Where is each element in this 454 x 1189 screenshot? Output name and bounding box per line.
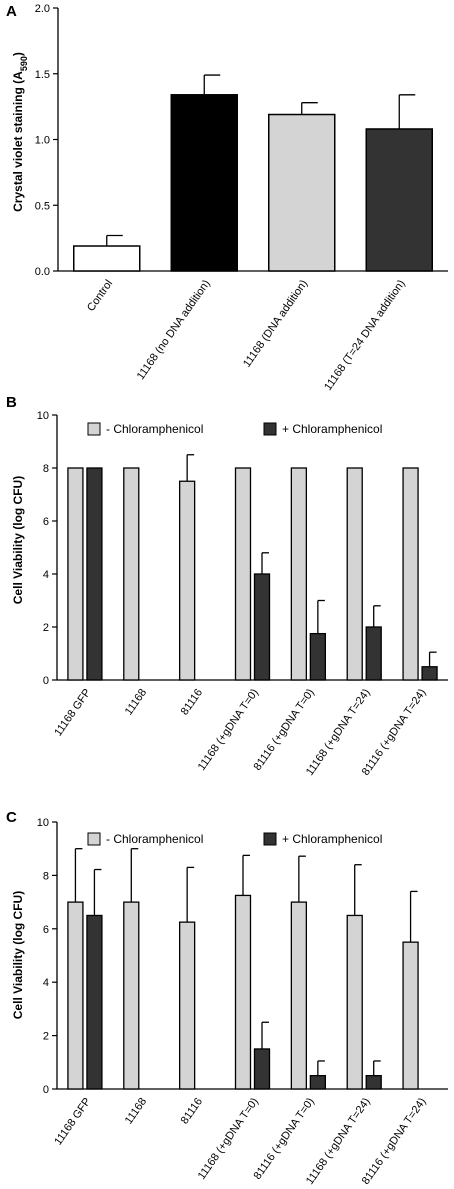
y-tick-label: 8	[43, 870, 49, 882]
category-label: 11168 (DNA addition)	[241, 278, 310, 370]
bar	[268, 113, 336, 272]
category-label: 81116 (+gDNA T=0)	[252, 687, 317, 773]
panel-c: C Cell Viability (log CFU) - Chloramphen…	[6, 809, 448, 1187]
y-tick-label: 4	[43, 569, 49, 581]
panel-letter-a: A	[6, 3, 17, 20]
category-labels-a: Control 11168 (no DNA addition) 11168 (DNA…	[85, 278, 408, 393]
panel-letter-c: C	[6, 809, 17, 826]
bar	[123, 901, 140, 1090]
category-label: 81116	[179, 687, 205, 718]
panel-b: B Cell Viability (log CFU) - Chloramphen…	[6, 394, 448, 778]
y-tick-label: 0.0	[35, 266, 50, 278]
bar	[253, 573, 271, 681]
legend-label-plus: + Chloramphenicol	[282, 832, 382, 846]
y-tick-label: 0	[43, 1084, 49, 1096]
y-tick-label: 1.5	[35, 69, 50, 81]
bar	[365, 128, 433, 272]
category-label: 81116 (+gDNA T=0)	[252, 1096, 317, 1182]
y-tick-label: 6	[43, 516, 49, 528]
y-tick-label: 10	[37, 817, 49, 829]
legend-b: - Chloramphenicol + Chloramphenicol	[87, 422, 382, 436]
bar	[178, 921, 196, 1090]
y-tick-label: 2	[43, 1031, 49, 1043]
legend-label-minus: - Chloramphenicol	[106, 832, 203, 846]
y-tick-label: 10	[37, 410, 49, 422]
bar	[346, 914, 363, 1090]
legend-label-minus: - Chloramphenicol	[106, 422, 203, 436]
bar	[290, 467, 308, 681]
bars-a	[73, 74, 433, 272]
bar	[86, 914, 103, 1090]
y-axis-label-b: Cell Viability (log CFU)	[11, 476, 25, 604]
panel-a: A Crystal violet staining (A590) 0.0 0.5 1…	[6, 3, 448, 393]
legend-swatch-minus	[87, 832, 101, 846]
bar	[234, 894, 252, 1090]
bars-c	[67, 848, 419, 1090]
category-label: 11168 (no DNA addition)	[135, 278, 213, 382]
category-label: 11168 (+gDNA T=24)	[304, 687, 373, 778]
bar	[365, 1075, 382, 1090]
legend-swatch-plus	[263, 832, 277, 846]
bar	[421, 666, 438, 681]
y-tick-label: 4	[43, 977, 49, 989]
category-label: 11168 (+gDNA T=0)	[196, 1096, 261, 1182]
category-label: 11168	[123, 1096, 149, 1127]
legend-swatch-plus	[263, 422, 277, 436]
bar	[86, 467, 103, 681]
axes-b: 0 2 4 6 8 10	[37, 410, 448, 687]
bar	[178, 480, 196, 681]
y-axis-label-a: Crystal violet staining (A590)	[11, 52, 29, 212]
bar	[402, 941, 419, 1090]
category-label: 11168 GFP	[52, 1096, 93, 1148]
y-tick-label: 2	[43, 622, 49, 634]
y-tick-label: 6	[43, 924, 49, 936]
bar	[170, 94, 238, 272]
panel-letter-b: B	[6, 394, 17, 411]
bar	[253, 1048, 271, 1090]
category-label: 81116 (+gDNA T=24)	[360, 687, 429, 778]
y-tick-label: 0.5	[35, 200, 50, 212]
category-label: 11168 GFP	[52, 687, 93, 739]
legend-swatch-minus	[87, 422, 101, 436]
y-tick-label: 1.0	[35, 135, 50, 147]
bar	[73, 245, 141, 272]
bar	[67, 901, 84, 1090]
bar	[67, 467, 84, 681]
y-tick-label: 8	[43, 463, 49, 475]
bar	[290, 901, 308, 1090]
legend-c: - Chloramphenicol + Chloramphenicol	[87, 832, 382, 846]
category-label: 81116 (+gDNA T=24)	[360, 1096, 429, 1187]
legend-label-plus: + Chloramphenicol	[282, 422, 382, 436]
bar	[346, 467, 363, 681]
y-axis-label-c: Cell Viability (log CFU)	[11, 891, 25, 1019]
category-label: Control	[85, 278, 115, 314]
category-label: 11168 (T=24 DNA addition)	[322, 278, 408, 393]
y-tick-label: 2.0	[35, 3, 50, 15]
bar	[309, 632, 327, 681]
bar	[365, 626, 382, 681]
category-label: 11168 (+gDNA T=24)	[304, 1096, 373, 1187]
y-tick-label: 0	[43, 675, 49, 687]
category-label: 11168	[123, 687, 149, 718]
bar	[402, 467, 419, 681]
axes-c: 0 2 4 6 8 10	[37, 817, 448, 1096]
bar	[309, 1075, 327, 1090]
bar	[123, 467, 140, 681]
bar	[234, 467, 252, 681]
category-label: 11168 (+gDNA T=0)	[196, 687, 261, 773]
category-label: 81116	[179, 1096, 205, 1127]
bars-b	[67, 454, 438, 681]
